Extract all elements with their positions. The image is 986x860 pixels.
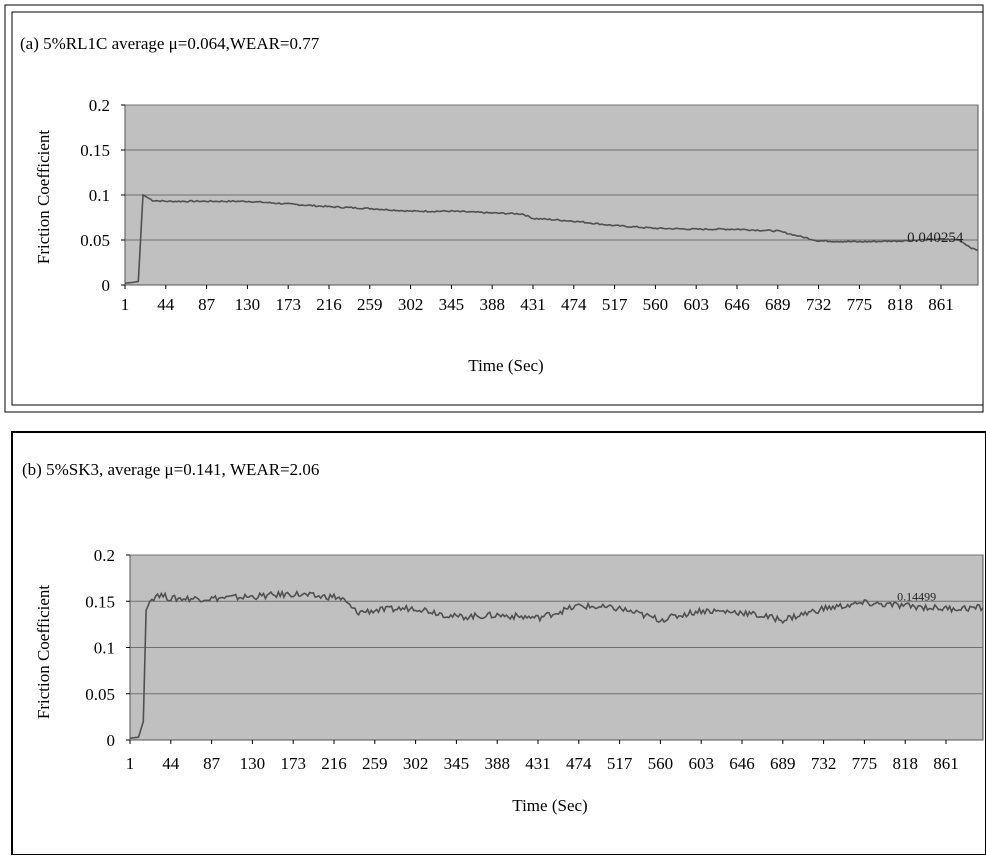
x-tick-label: 517 <box>602 295 628 314</box>
x-tick-label: 1 <box>126 754 135 773</box>
x-tick-label: 216 <box>316 295 342 314</box>
x-axis-label: Time (Sec) <box>512 796 587 815</box>
x-tick-label: 689 <box>765 295 791 314</box>
x-tick-label: 646 <box>724 295 750 314</box>
x-tick-label: 388 <box>484 754 510 773</box>
x-tick-label: 44 <box>162 754 180 773</box>
y-tick-label: 0 <box>107 731 116 750</box>
x-tick-label: 603 <box>688 754 714 773</box>
x-tick-label: 560 <box>648 754 674 773</box>
y-tick-label: 0.2 <box>94 546 115 565</box>
x-tick-label: 431 <box>525 754 551 773</box>
x-tick-label: 732 <box>806 295 832 314</box>
x-axis-label: Time (Sec) <box>468 356 543 375</box>
x-tick-label: 732 <box>811 754 837 773</box>
x-tick-label: 560 <box>643 295 669 314</box>
x-tick-label: 345 <box>444 754 470 773</box>
x-tick-label: 689 <box>770 754 796 773</box>
chart-title: (a) 5%RL1C average μ=0.064,WEAR=0.77 <box>20 34 320 53</box>
x-tick-label: 44 <box>157 295 175 314</box>
series-line <box>129 589 984 739</box>
data-label: 0.040254 <box>907 230 964 246</box>
x-tick-label: 818 <box>887 295 913 314</box>
x-tick-label: 130 <box>235 295 261 314</box>
x-tick-label: 388 <box>479 295 505 314</box>
x-tick-label: 302 <box>398 295 424 314</box>
x-tick-label: 87 <box>198 295 216 314</box>
x-tick-label: 345 <box>439 295 465 314</box>
y-tick-label: 0.1 <box>89 186 110 205</box>
y-tick-label: 0.15 <box>85 592 115 611</box>
x-tick-label: 861 <box>933 754 959 773</box>
x-tick-label: 173 <box>280 754 306 773</box>
x-tick-label: 818 <box>892 754 918 773</box>
x-tick-label: 474 <box>561 295 587 314</box>
x-tick-label: 517 <box>607 754 633 773</box>
y-tick-label: 0.1 <box>94 639 115 658</box>
x-tick-label: 1 <box>121 295 130 314</box>
panel-a-inner-frame <box>11 11 984 406</box>
x-tick-label: 775 <box>847 295 873 314</box>
y-axis-label: Friction Coefficient <box>34 130 53 265</box>
x-tick-label: 646 <box>729 754 755 773</box>
x-tick-label: 87 <box>203 754 221 773</box>
y-tick-label: 0.15 <box>80 141 110 160</box>
y-tick-label: 0.2 <box>89 96 110 115</box>
y-axis-label: Friction Coefficient <box>34 585 53 720</box>
x-tick-label: 216 <box>321 754 347 773</box>
x-tick-label: 130 <box>240 754 266 773</box>
x-tick-label: 302 <box>403 754 429 773</box>
chart-panel-a: (a) 5%RL1C average μ=0.064,WEAR=0.77 0 0.… <box>20 34 979 375</box>
x-tick-label: 474 <box>566 754 592 773</box>
x-tick-label: 259 <box>362 754 388 773</box>
chart-panel-b: (b) 5%SK3, average μ=0.141, WEAR=2.06 0 0… <box>22 460 984 815</box>
y-tick-label: 0.05 <box>85 685 115 704</box>
x-tick-label: 861 <box>928 295 954 314</box>
x-tick-label: 603 <box>683 295 709 314</box>
chart-title: (b) 5%SK3, average μ=0.141, WEAR=2.06 <box>22 460 319 479</box>
x-tick-label: 173 <box>275 295 301 314</box>
x-tick-label: 775 <box>852 754 878 773</box>
data-label: 0.14499 <box>897 590 936 604</box>
x-tick-label: 259 <box>357 295 383 314</box>
y-tick-label: 0 <box>102 276 111 295</box>
y-tick-label: 0.05 <box>80 231 110 250</box>
x-tick-label: 431 <box>520 295 546 314</box>
series-line <box>124 193 979 284</box>
